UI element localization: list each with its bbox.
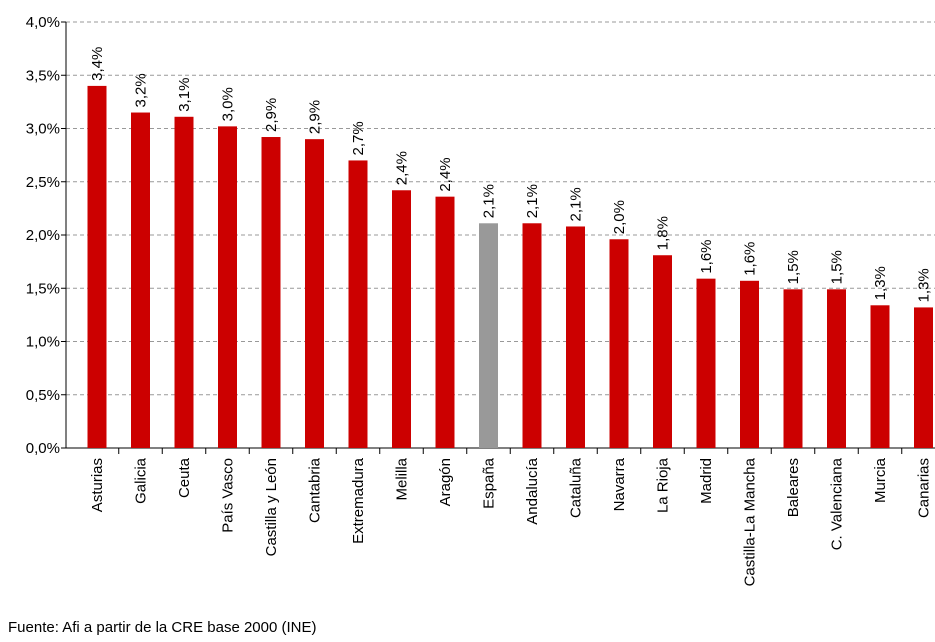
bar: [783, 289, 803, 448]
y-tick-label: 1,0%: [26, 334, 60, 351]
value-label: 2,9%: [263, 98, 280, 132]
x-tick-label: País Vasco: [220, 458, 237, 533]
bar: [566, 226, 585, 448]
value-label: 2,4%: [394, 151, 411, 185]
x-tick-label: Castilla-La Mancha: [742, 457, 759, 586]
value-label: 2,1%: [568, 187, 585, 221]
value-label: 1,8%: [655, 216, 672, 250]
source-note: Fuente: Afi a partir de la CRE base 2000…: [8, 619, 317, 636]
value-label: 3,0%: [220, 87, 237, 121]
y-tick-label: 0,0%: [26, 440, 60, 457]
bar: [696, 278, 716, 448]
x-tick-label: C. Valenciana: [829, 457, 846, 550]
bar: [348, 160, 368, 448]
x-tick-label: Extremadura: [350, 457, 367, 544]
bar: [87, 85, 107, 449]
bar: [740, 280, 759, 448]
value-label: 1,3%: [916, 268, 933, 302]
y-tick-label: 0,5%: [26, 387, 60, 404]
value-label: 1,5%: [829, 250, 846, 284]
value-label: 3,1%: [176, 78, 193, 112]
x-tick-label: Aragón: [437, 458, 454, 506]
bar: [479, 223, 498, 448]
x-tick-label: La Rioja: [655, 457, 672, 513]
x-tick-label: Navarra: [611, 457, 628, 511]
value-label: 2,1%: [524, 184, 541, 218]
x-tick-label: Ceuta: [176, 457, 193, 498]
value-label: 1,5%: [785, 250, 802, 284]
x-tick-label: España: [481, 457, 498, 509]
bar: [914, 307, 933, 448]
bar: [218, 126, 237, 449]
value-label: 1,6%: [698, 239, 715, 273]
x-tick-label: Castilla y León: [263, 458, 280, 556]
bar: [522, 223, 542, 448]
value-label: 3,2%: [133, 73, 150, 107]
x-tick-label: Andalucía: [524, 457, 541, 524]
bar: [392, 190, 411, 448]
bar: [609, 239, 629, 448]
y-tick-label: 2,5%: [26, 174, 60, 191]
value-label: 2,9%: [307, 100, 324, 134]
bar: [827, 289, 846, 448]
value-label: 2,4%: [437, 157, 454, 191]
x-tick-label: Murcia: [872, 457, 889, 503]
x-tick-label: Melilla: [394, 457, 411, 500]
y-tick-label: 1,5%: [26, 280, 60, 297]
value-label: 2,7%: [350, 121, 367, 155]
bar: [435, 196, 455, 448]
x-tick-label: Galicia: [133, 457, 150, 504]
bar: [131, 112, 150, 449]
bar: [870, 305, 890, 448]
bar: [653, 255, 672, 448]
y-tick-label: 2,0%: [26, 227, 60, 244]
x-tick-label: Asturias: [89, 458, 106, 512]
x-tick-label: Baleares: [785, 458, 802, 517]
x-tick-label: Cantabria: [307, 457, 324, 523]
value-label: 1,3%: [872, 266, 889, 300]
bar: [305, 139, 324, 448]
bar: [174, 116, 194, 448]
bar: [261, 137, 281, 448]
value-label: 2,1%: [481, 184, 498, 218]
x-tick-label: Canarias: [916, 458, 933, 518]
y-tick-label: 4,0%: [26, 14, 60, 31]
x-tick-label: Cataluña: [568, 457, 585, 518]
value-label: 1,6%: [742, 242, 759, 276]
y-tick-label: 3,5%: [26, 67, 60, 84]
y-tick-label: 3,0%: [26, 121, 60, 138]
value-label: 3,4%: [89, 47, 106, 81]
value-label: 2,0%: [611, 200, 628, 234]
x-tick-label: Madrid: [698, 458, 715, 504]
